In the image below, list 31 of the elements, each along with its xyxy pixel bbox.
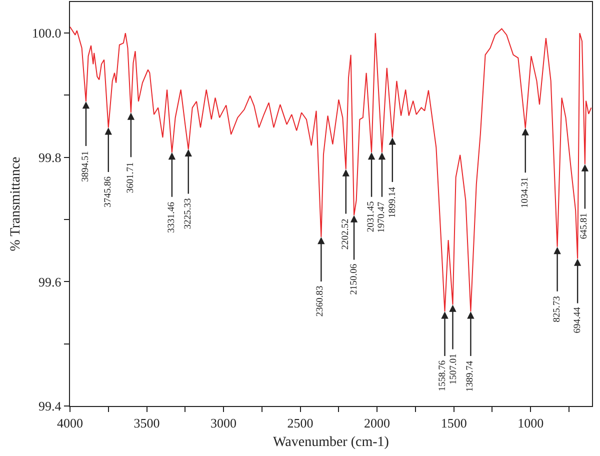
annotation: 1389.74 — [466, 360, 476, 392]
annotation: 1558.76 — [438, 360, 448, 392]
annotation: 1970.47 — [376, 202, 387, 233]
y-axis-title: % Transmittance — [8, 156, 24, 252]
annotation: 825.73 — [552, 296, 562, 322]
x-tick-label: 2500 — [287, 416, 314, 431]
x-tick-label: 3500 — [134, 416, 160, 431]
x-tick-label: 2000 — [364, 416, 390, 431]
annotation: 3225.33 — [184, 198, 194, 230]
x-tick-label: 4000 — [57, 416, 83, 431]
y-tick-label: 100.0 — [32, 26, 62, 41]
x-tick-label: 3000 — [210, 416, 237, 431]
annotation: 694.44 — [572, 306, 583, 334]
annotation: 2360.83 — [316, 285, 326, 317]
x-tick-label: 1000 — [518, 416, 544, 431]
annotation: 1034.31 — [520, 176, 531, 208]
x-axis-title: Wavenumber (cm-1) — [273, 435, 390, 450]
y-tick-label: 99.8 — [38, 150, 62, 165]
annotation: 2150.06 — [349, 264, 360, 295]
annotation: 1899.14 — [388, 186, 398, 218]
y-tick-label: 99.6 — [38, 274, 62, 290]
annotation: 3601.71 — [126, 162, 136, 194]
annotation: 3331.46 — [167, 202, 178, 233]
y-tick-label: 99.4 — [38, 398, 62, 414]
x-tick-label: 1500 — [440, 416, 467, 431]
annotation: 3745.86 — [103, 176, 114, 208]
annotation: 2031.45 — [366, 201, 376, 232]
annotation: 1507.01 — [449, 353, 460, 384]
annotation: 645.81 — [580, 212, 590, 240]
annotation: 2202.52 — [341, 218, 352, 250]
annotation: 3894.51 — [81, 150, 92, 182]
